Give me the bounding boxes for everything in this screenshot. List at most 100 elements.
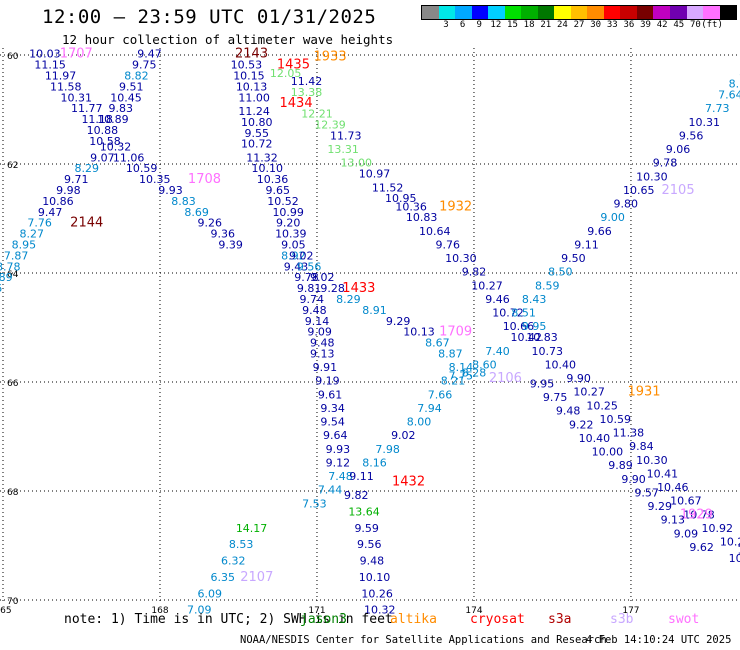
wave-height-value: 9.80	[613, 198, 638, 211]
color-scale-swatch	[669, 6, 687, 19]
wave-height-value: 9.43	[284, 260, 309, 273]
color-scale-swatch	[703, 6, 720, 19]
wave-height-value: 9.91	[313, 361, 338, 374]
wave-height-value: 12.39	[314, 119, 346, 132]
wave-height-value: 8.91	[362, 304, 387, 317]
satellite-legend-swot: swot	[668, 612, 700, 627]
color-scale-label: 18	[523, 20, 535, 30]
pass-time-label: 1931	[627, 385, 660, 400]
wave-height-value: 11.06	[113, 151, 145, 164]
wave-height-value: 8.70	[729, 78, 740, 91]
graticule	[0, 48, 740, 602]
wave-height-value: 10.25	[720, 536, 740, 549]
wave-height-value: 9.90	[566, 372, 591, 385]
latitude-label: 64	[7, 270, 19, 280]
wave-height-value: 10.10	[359, 571, 391, 584]
wave-height-value: 12.21	[301, 108, 333, 121]
pass-time-label: 1432	[392, 475, 425, 490]
wave-height-value: 8.59	[535, 279, 560, 292]
wave-height-value: 9.65	[265, 184, 290, 197]
color-scale-label: 6	[459, 20, 466, 30]
wave-height-value: 7.73	[705, 102, 730, 115]
wave-height-value: 7.98	[375, 443, 400, 456]
longitude-label: 171	[308, 606, 325, 616]
pass-time-label: 2144	[70, 216, 103, 231]
footnote: note: 1) Time is in UTC; 2) SWH is in fe…	[64, 612, 393, 627]
wave-height-value: 9.98	[56, 184, 81, 197]
wave-height-value: 10.89	[97, 113, 129, 126]
pass-time-label: 1434	[280, 96, 313, 111]
wave-height-value: 9.50	[561, 252, 586, 265]
color-scale-swatch	[455, 6, 472, 19]
wave-height-value: 10.42	[511, 331, 543, 344]
wave-height-value: 9.61	[318, 388, 343, 401]
wave-height-value: 8.00	[407, 416, 432, 429]
wave-height-value: 10.59	[600, 413, 632, 426]
wave-height-value: 9.36	[211, 228, 236, 241]
color-scale-label: 27	[573, 20, 585, 30]
wave-height-value: 9.48	[302, 304, 327, 317]
wave-height-value: 9.56	[297, 260, 322, 273]
color-scale-bar	[421, 5, 737, 20]
wave-height-value: 10.31	[61, 91, 93, 104]
wave-height-value: 10.99	[272, 206, 304, 219]
pass-time-label: 2143	[235, 47, 268, 62]
wave-height-value: 9.11	[349, 470, 374, 483]
pass-time-label: 1709	[439, 325, 472, 340]
wave-height-value: 7.75	[449, 369, 474, 382]
wave-height-value: 9.02	[391, 429, 416, 442]
page-title: 12:00 – 23:59 UTC 01/31/2025	[42, 6, 377, 28]
wave-height-value: 9.76	[436, 238, 461, 251]
wave-height-value: 10.41	[647, 467, 679, 480]
wave-height-value: 11.32	[246, 151, 278, 164]
color-scale-swatch	[438, 6, 456, 19]
longitude-label: 177	[622, 606, 639, 616]
latitude-label: 60	[7, 52, 19, 62]
color-scale-swatch	[636, 6, 654, 19]
wave-height-value: 8.14	[449, 361, 474, 374]
wave-height-value: 11.00	[238, 91, 270, 104]
wave-height-value: 10.5	[729, 552, 740, 565]
longitude-label: 165	[0, 606, 12, 616]
wave-height-value: 9.75	[132, 59, 157, 72]
wave-height-value: 9.62	[689, 541, 714, 554]
color-scale-label: 30	[590, 20, 602, 30]
wave-height-value: 11.42	[291, 75, 323, 88]
wave-height-value: 9.82	[462, 266, 487, 279]
pass-time-label: 1433	[342, 281, 375, 296]
satellite-legend-s3b: s3b	[610, 612, 634, 627]
wave-height-value: 8.06	[0, 282, 2, 295]
wave-height-value: 10.58	[89, 135, 121, 148]
observations: 10.03 170711.1511.9711.5810.3111.7711.181…	[0, 47, 740, 617]
wave-height-value: 9.13	[310, 347, 335, 360]
latitude-label: 68	[7, 488, 19, 498]
color-scale-swatch	[587, 6, 604, 19]
color-scale-swatch	[422, 6, 439, 19]
color-scale-swatch	[653, 6, 670, 19]
wave-height-value: 9.93	[158, 184, 183, 197]
wave-height-value: 9.22	[569, 418, 594, 431]
wave-height-value: 9.39	[218, 238, 243, 251]
pass-time-label: 1435	[277, 58, 310, 73]
color-scale-label: 39	[640, 20, 651, 30]
wave-height-value: 11.58	[50, 80, 82, 93]
color-scale-label: 45	[673, 20, 685, 30]
wave-height-value: 10.25	[586, 399, 618, 412]
wave-height-value: 9.59	[354, 522, 379, 535]
color-scale-swatch	[537, 6, 555, 19]
wave-height-value: 9.46	[485, 293, 510, 306]
wave-height-value: 10.13	[403, 326, 435, 339]
wave-height-value: 9.12	[326, 456, 351, 469]
wave-height-value: 10.64	[419, 225, 451, 238]
wave-height-value: 9.19	[315, 375, 340, 388]
wave-height-value: 9.20	[276, 217, 301, 230]
wave-height-value: 9.48	[360, 555, 385, 568]
color-scale-label: 24	[556, 20, 568, 30]
wave-height-value: 9.26	[197, 217, 222, 230]
wave-height-value: 10.13	[236, 80, 268, 93]
wave-height-value: 9.54	[320, 416, 345, 429]
wave-height-value: 9.78	[294, 271, 319, 284]
wave-height-value: 10.	[737, 544, 740, 557]
color-scale-swatch	[686, 6, 704, 19]
wave-height-value: 7.64	[718, 89, 740, 102]
